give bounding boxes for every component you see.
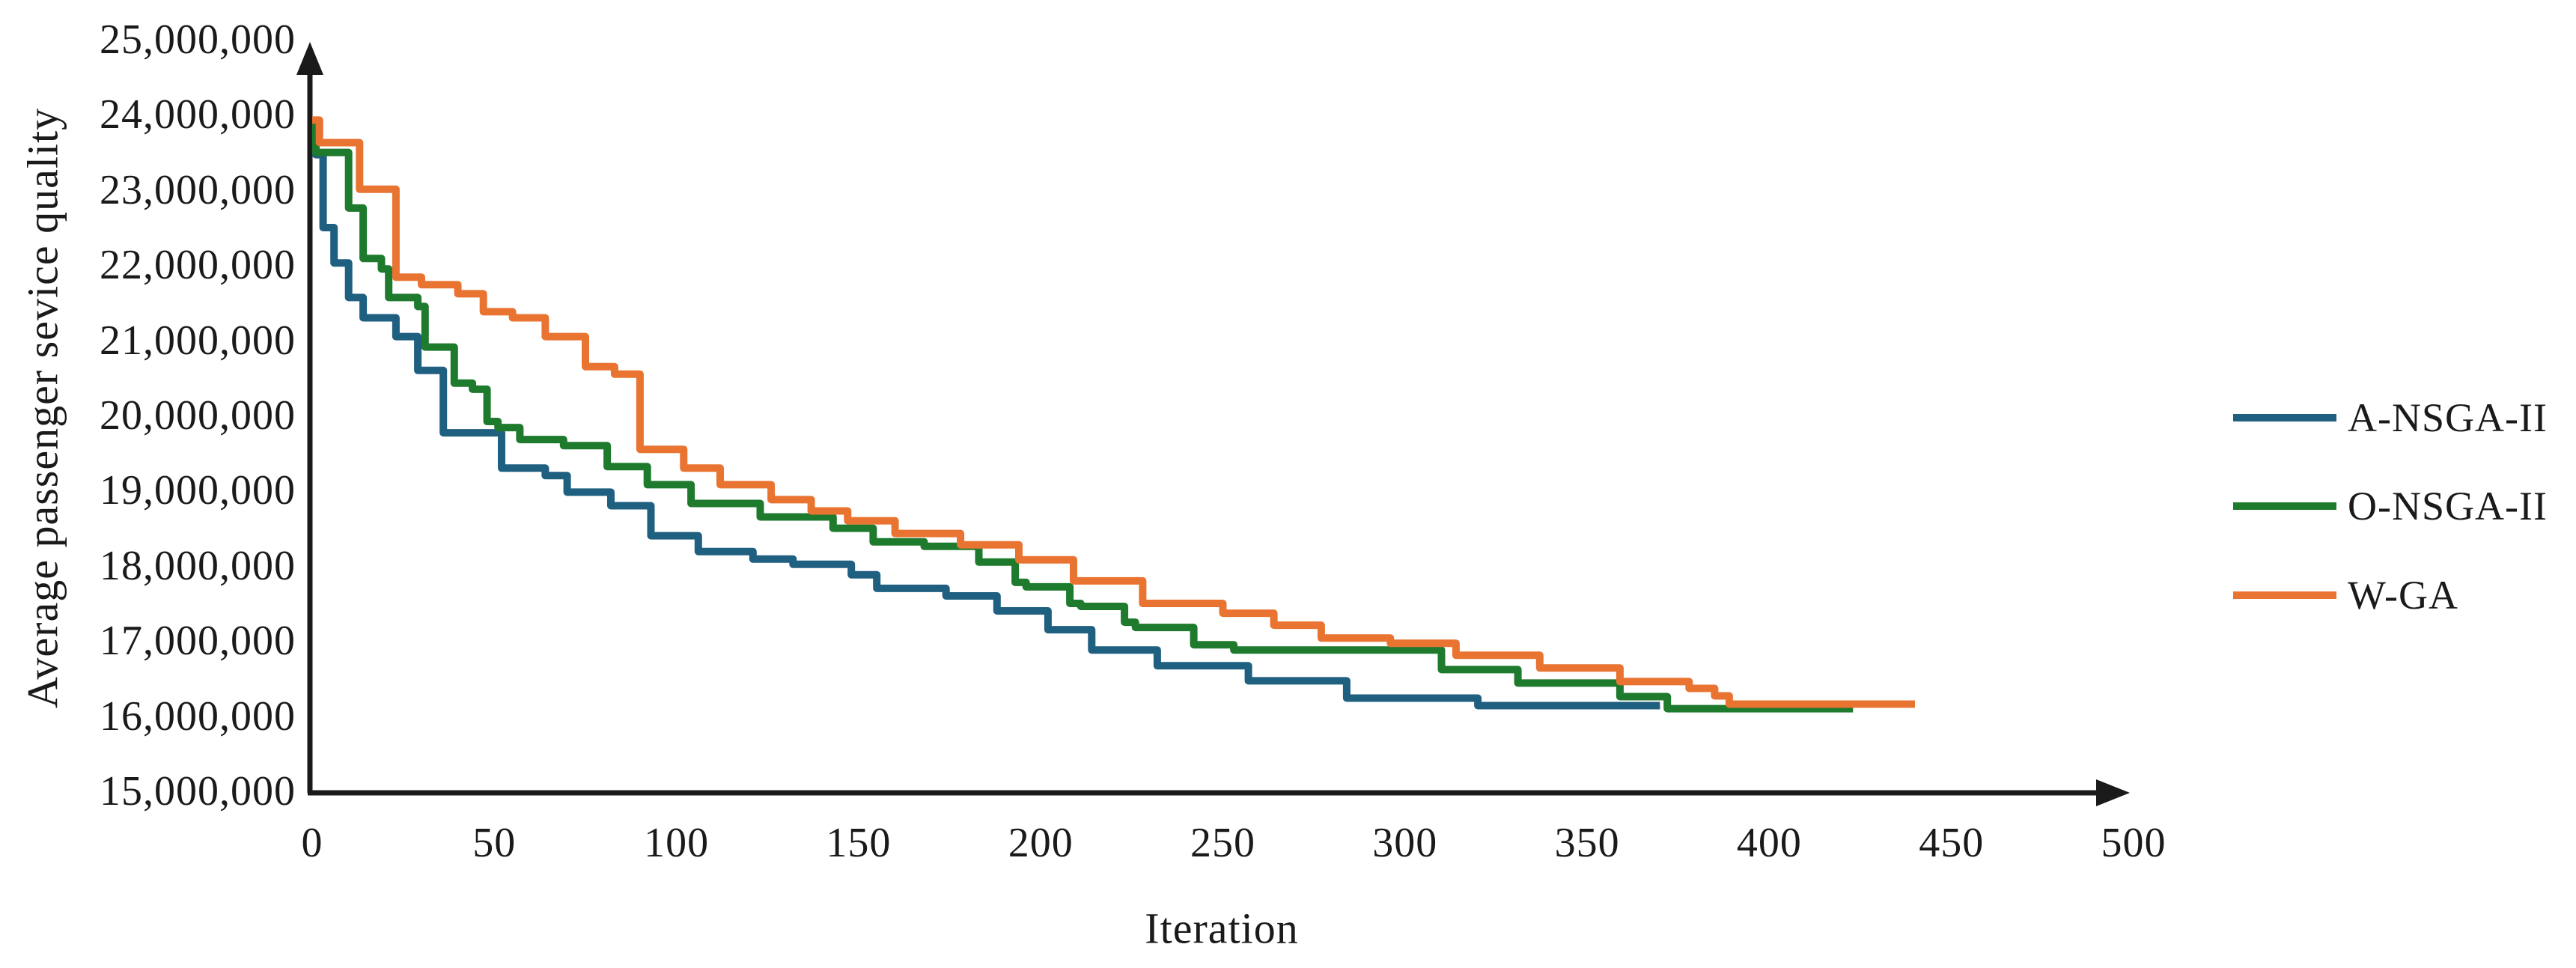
y-tick-label: 18,000,000 xyxy=(100,542,296,589)
y-axis-title: Average passenger sevice quality xyxy=(18,107,67,709)
y-tick-label: 24,000,000 xyxy=(100,91,296,138)
y-axis-arrow-icon xyxy=(296,42,323,75)
x-tick-label: 0 xyxy=(301,820,323,866)
legend-item-w-ga: W-GA xyxy=(2233,571,2458,619)
x-tick-label: 250 xyxy=(1190,820,1255,866)
x-axis-title: Iteration xyxy=(1145,904,1299,953)
x-tick-label: 350 xyxy=(1554,820,1620,866)
legend-item-a-nsga-ii: A-NSGA-II xyxy=(2233,394,2548,442)
x-tick-label: 200 xyxy=(1008,820,1074,866)
x-tick-label: 150 xyxy=(826,820,892,866)
series-line-a-nsga-ii xyxy=(311,118,1660,710)
x-tick-label: 300 xyxy=(1372,820,1438,866)
y-tick-label: 23,000,000 xyxy=(100,166,296,213)
x-axis-arrow-icon xyxy=(2096,779,2130,806)
y-tick-label: 17,000,000 xyxy=(100,618,296,665)
series-line-o-nsga-ii xyxy=(311,118,1854,713)
legend-label: W-GA xyxy=(2348,573,2458,618)
y-tick-label: 20,000,000 xyxy=(100,392,296,439)
y-tick-label: 21,000,000 xyxy=(100,317,296,364)
series-group xyxy=(311,116,1915,713)
x-tick-label: 450 xyxy=(1919,820,1985,866)
y-tick-label: 16,000,000 xyxy=(100,692,296,740)
legend-label: O-NSGA-II xyxy=(2348,484,2548,529)
y-tick-label: 19,000,000 xyxy=(100,467,296,514)
x-tick-label: 500 xyxy=(2101,820,2167,866)
x-tick-label: 100 xyxy=(644,820,710,866)
w-ga-line-swatch-icon xyxy=(2233,591,2336,599)
a-nsga-ii-line-swatch-icon xyxy=(2233,414,2336,421)
x-tick-label: 400 xyxy=(1736,820,1802,866)
o-nsga-ii-line-swatch-icon xyxy=(2233,502,2336,510)
series-line-w-ga xyxy=(312,116,1915,708)
legend-label: A-NSGA-II xyxy=(2348,395,2548,440)
y-tick-label: 25,000,000 xyxy=(100,16,296,63)
legend-item-o-nsga-ii: O-NSGA-II xyxy=(2233,482,2548,530)
x-tick-label: 50 xyxy=(472,820,517,866)
y-tick-label: 15,000,000 xyxy=(100,768,296,815)
y-tick-label: 22,000,000 xyxy=(100,242,296,289)
